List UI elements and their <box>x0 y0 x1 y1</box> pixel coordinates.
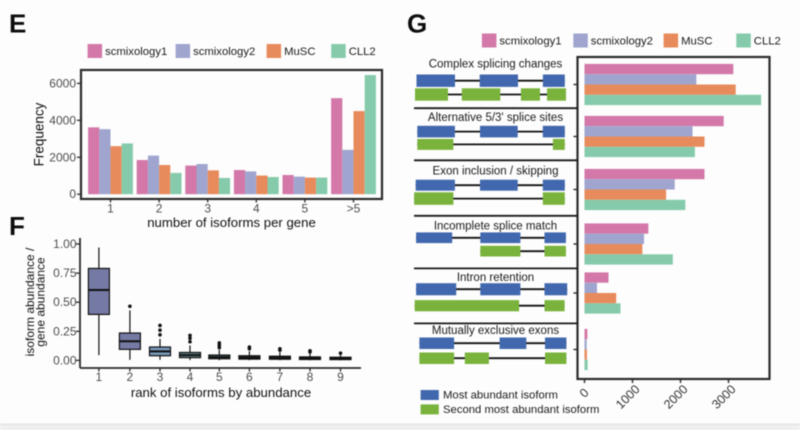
svg-text:Frequency: Frequency <box>32 102 47 166</box>
svg-text:1.00: 1.00 <box>53 237 77 251</box>
svg-text:2000: 2000 <box>49 150 76 164</box>
svg-text:1: 1 <box>96 370 103 384</box>
svg-text:E: E <box>9 9 26 39</box>
svg-text:1: 1 <box>107 202 114 216</box>
svg-text:3: 3 <box>157 370 164 384</box>
svg-text:scmixology1: scmixology1 <box>499 36 561 48</box>
svg-text:Intron retention: Intron retention <box>457 272 534 284</box>
svg-text:Complex splicing changes: Complex splicing changes <box>429 59 563 71</box>
svg-text:3: 3 <box>204 202 211 216</box>
svg-text:5: 5 <box>302 202 309 216</box>
svg-text:CLL2: CLL2 <box>754 36 781 48</box>
svg-text:4000: 4000 <box>49 113 76 127</box>
svg-text:Most abundant isoform: Most abundant isoform <box>443 390 558 402</box>
svg-text:isoform abundance /: isoform abundance / <box>23 247 37 356</box>
svg-text:MuSC: MuSC <box>284 46 315 58</box>
svg-text:9: 9 <box>337 370 344 384</box>
svg-text:2: 2 <box>127 370 134 384</box>
svg-text:6000: 6000 <box>49 76 76 90</box>
svg-text:0.25: 0.25 <box>53 324 77 338</box>
svg-text:gene abundance: gene abundance <box>34 257 48 347</box>
svg-text:0.50: 0.50 <box>53 295 77 309</box>
svg-text:4: 4 <box>187 370 194 384</box>
svg-text:0: 0 <box>69 187 76 201</box>
svg-text:scmixology2: scmixology2 <box>193 46 255 58</box>
svg-text:F: F <box>9 211 25 241</box>
svg-text:7: 7 <box>277 370 284 384</box>
svg-text:2: 2 <box>156 202 163 216</box>
svg-text:>5: >5 <box>347 202 361 216</box>
svg-text:Second most abundant isoform: Second most abundant isoform <box>443 404 599 416</box>
svg-text:0.75: 0.75 <box>53 266 77 280</box>
svg-text:0.00: 0.00 <box>53 353 77 367</box>
svg-text:6: 6 <box>246 370 253 384</box>
svg-text:Mutually exclusive exons: Mutually exclusive exons <box>432 325 559 337</box>
svg-text:Exon inclusion / skipping: Exon inclusion / skipping <box>433 165 559 177</box>
svg-text:number of isoforms per gene: number of isoforms per gene <box>147 215 316 230</box>
svg-text:G: G <box>407 9 427 39</box>
svg-text:Incomplete splice match: Incomplete splice match <box>434 221 557 233</box>
svg-text:scmixology2: scmixology2 <box>591 36 653 48</box>
svg-text:scmixology1: scmixology1 <box>105 46 167 58</box>
svg-text:CLL2: CLL2 <box>349 46 376 58</box>
svg-text:MuSC: MuSC <box>681 36 712 48</box>
svg-text:5: 5 <box>216 370 223 384</box>
svg-text:8: 8 <box>307 370 314 384</box>
svg-text:Alternative 5/3' splice sites: Alternative 5/3' splice sites <box>428 112 563 124</box>
svg-text:4: 4 <box>253 202 260 216</box>
svg-text:rank of isoforms by abundance: rank of isoforms by abundance <box>131 385 311 400</box>
